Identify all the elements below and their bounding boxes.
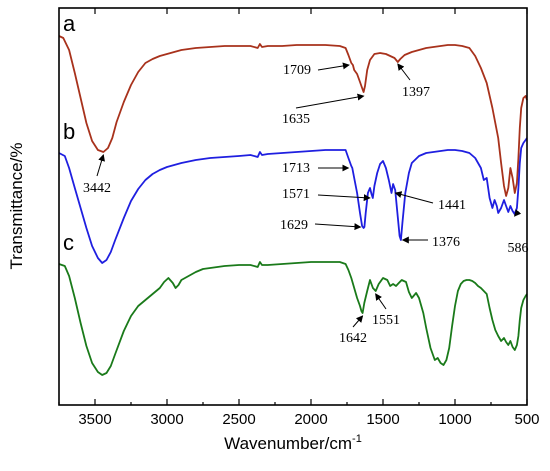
annotation-label: 1642 <box>339 331 367 346</box>
peak-annotations: a b c 1709 1635 1397 3442 1713 1571 1629 1441 1376 5… <box>63 11 529 346</box>
x-axis-title: Wavenumber/cm-1 <box>224 433 362 453</box>
annotation-label: 1397 <box>402 85 430 100</box>
plot-frame <box>58 7 528 406</box>
panel-label-b: b <box>63 119 75 144</box>
x-tick-label: 500 <box>514 411 539 428</box>
series-line-c <box>58 261 528 376</box>
x-tick-label: 3500 <box>78 411 111 428</box>
panel-label-a: a <box>63 11 76 36</box>
annotation-label: 3442 <box>83 181 111 196</box>
series-line-a <box>58 35 528 197</box>
annotation-label: 1629 <box>280 218 308 233</box>
x-tick-label: 1000 <box>438 411 471 428</box>
annotation-arrow <box>317 194 371 202</box>
annotation-label: 1551 <box>372 313 400 328</box>
annotation-arrow <box>352 315 364 328</box>
x-tick-label: 1500 <box>366 411 399 428</box>
annotation-arrow <box>317 62 350 71</box>
annotation-arrow <box>96 154 105 177</box>
plot-area <box>58 35 528 376</box>
annotation-label: 586 <box>508 241 529 256</box>
x-axis: 3500 3000 2500 2000 1500 1000 500 <box>58 8 540 428</box>
annotation-label: 1571 <box>282 187 310 202</box>
annotation-label: 1441 <box>438 198 466 213</box>
annotation-label: 1635 <box>282 112 310 127</box>
annotation-arrow <box>513 209 522 217</box>
annotation-label: 1709 <box>283 63 311 78</box>
annotation-arrow <box>314 223 362 231</box>
series-line-b <box>58 137 528 264</box>
x-tick-label: 3000 <box>150 411 183 428</box>
annotation-arrow <box>295 93 365 109</box>
x-tick-label: 2000 <box>294 411 327 428</box>
annotation-arrow <box>394 191 434 204</box>
annotation-arrow <box>397 63 411 81</box>
annotation-label: 1376 <box>432 235 460 250</box>
x-tick-label: 2500 <box>222 411 255 428</box>
annotation-arrow <box>375 293 387 310</box>
panel-label-c: c <box>63 230 74 255</box>
x-axis-title-superscript: -1 <box>352 433 362 445</box>
x-axis-title-main: Wavenumber/cm <box>224 434 352 453</box>
annotation-label: 1713 <box>282 161 310 176</box>
y-axis-title: Transmittance/% <box>7 143 26 270</box>
